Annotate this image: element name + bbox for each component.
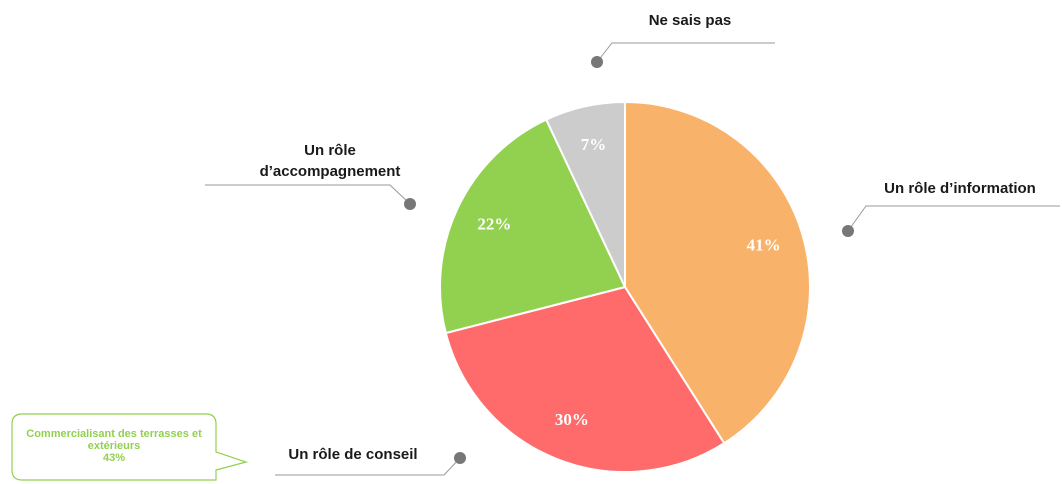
pie-slice bbox=[544, 100, 626, 288]
leader-line bbox=[847, 205, 1060, 232]
pie-slice bbox=[624, 100, 811, 445]
pie-slice bbox=[444, 285, 726, 473]
callout-value: 43% bbox=[102, 452, 126, 464]
leader-dot bbox=[842, 225, 854, 237]
category-label: Un rôle d’information bbox=[884, 180, 1036, 197]
value-label: 22% bbox=[477, 214, 511, 233]
category-label: Ne sais pas bbox=[648, 12, 732, 29]
value-label: 41% bbox=[747, 236, 781, 255]
leader-dot bbox=[404, 198, 416, 210]
leader-dot bbox=[591, 56, 603, 68]
leader-dot bbox=[454, 452, 466, 464]
leader-line bbox=[275, 457, 461, 476]
category-label: Un rôle de conseil bbox=[288, 446, 418, 463]
callout: Commercialisant des terrasses et extérie… bbox=[22, 428, 206, 464]
category-label: Un rôle d’accompagnement bbox=[259, 142, 401, 180]
callout-box bbox=[11, 413, 249, 481]
leader-line bbox=[596, 42, 775, 63]
pie-slice bbox=[439, 118, 627, 335]
callout-text: Commercialisant des terrasses et extérie… bbox=[26, 428, 202, 452]
value-label: 7% bbox=[581, 135, 607, 154]
leader-line bbox=[205, 184, 411, 205]
value-label: 30% bbox=[555, 410, 589, 429]
